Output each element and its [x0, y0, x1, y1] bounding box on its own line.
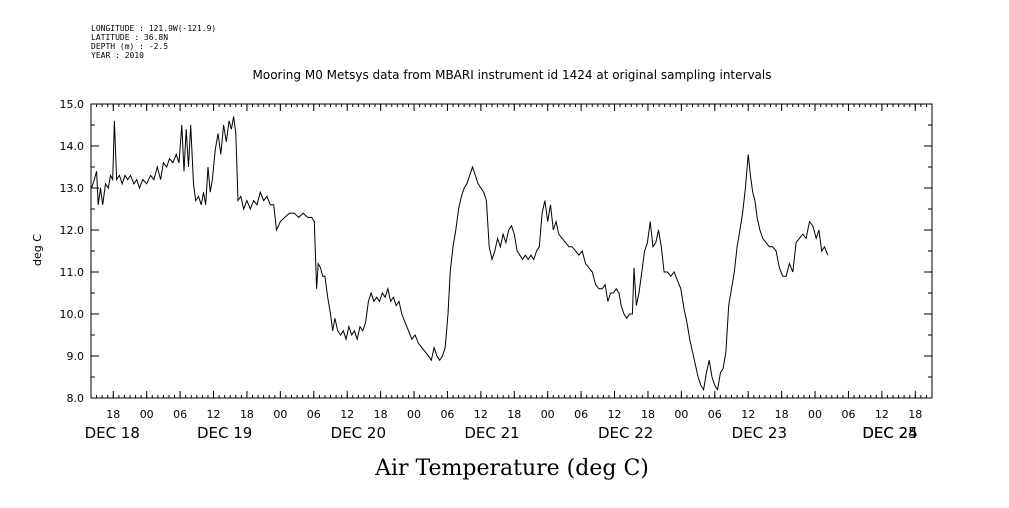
- chart-title: Mooring M0 Metsys data from MBARI instru…: [253, 68, 772, 82]
- x-hour-tick-label: 18: [106, 408, 120, 421]
- y-tick-label: 12.0: [60, 224, 85, 237]
- x-hour-tick-label: 06: [574, 408, 588, 421]
- y-tick-label: 10.0: [60, 308, 85, 321]
- x-date-label: DEC 20: [331, 424, 386, 442]
- x-hour-tick-label: 00: [140, 408, 154, 421]
- x-hour-tick-label: 18: [507, 408, 521, 421]
- x-hour-tick-label: 18: [374, 408, 388, 421]
- y-tick-label: 9.0: [67, 350, 85, 363]
- x-date-label: DEC 23: [732, 424, 787, 442]
- y-tick-label: 11.0: [60, 266, 85, 279]
- x-hour-tick-label: 12: [608, 408, 622, 421]
- x-date-label: DEC 24: [862, 424, 917, 442]
- x-hour-tick-label: 18: [908, 408, 922, 421]
- x-hour-tick-label: 00: [407, 408, 421, 421]
- x-date-label: DEC 18: [85, 424, 140, 442]
- year-label: YEAR : 2010: [91, 51, 144, 60]
- longitude-label: LONGITUDE : 121.9W(-121.9): [91, 24, 216, 33]
- x-date-label: DEC 25: [862, 424, 917, 442]
- x-hour-tick-label: 06: [841, 408, 855, 421]
- depth-label: DEPTH (m) : -2.5: [91, 42, 168, 51]
- x-hour-tick-label: 18: [240, 408, 254, 421]
- plot-frame: [90, 103, 933, 399]
- x-hour-tick-label: 06: [307, 408, 321, 421]
- x-hour-tick-label: 00: [273, 408, 287, 421]
- y-tick-label: 14.0: [60, 140, 85, 153]
- x-hour-tick-label: 12: [474, 408, 488, 421]
- x-hour-tick-label: 12: [340, 408, 354, 421]
- x-hour-tick-label: 12: [207, 408, 221, 421]
- y-axis-label: deg C: [31, 234, 44, 266]
- y-tick-label: 13.0: [60, 182, 85, 195]
- x-hour-tick-label: 18: [775, 408, 789, 421]
- latitude-label: LATITUDE : 36.8N: [91, 33, 168, 42]
- x-hour-tick-label: 00: [541, 408, 555, 421]
- x-date-label: DEC 22: [598, 424, 653, 442]
- x-hour-tick-label: 00: [808, 408, 822, 421]
- x-hour-tick-label: 06: [173, 408, 187, 421]
- y-tick-label: 8.0: [67, 392, 85, 405]
- x-axis-label: Air Temperature (deg C): [374, 456, 649, 481]
- x-hour-tick-label: 06: [708, 408, 722, 421]
- x-hour-tick-label: 00: [674, 408, 688, 421]
- x-date-label: DEC 21: [464, 424, 519, 442]
- x-hour-tick-label: 12: [875, 408, 889, 421]
- x-hour-tick-label: 18: [641, 408, 655, 421]
- y-tick-label: 15.0: [60, 98, 85, 111]
- x-date-label: DEC 19: [197, 424, 252, 442]
- x-hour-tick-label: 06: [440, 408, 454, 421]
- x-hour-tick-label: 12: [741, 408, 755, 421]
- air-temperature-series-line: [91, 116, 829, 391]
